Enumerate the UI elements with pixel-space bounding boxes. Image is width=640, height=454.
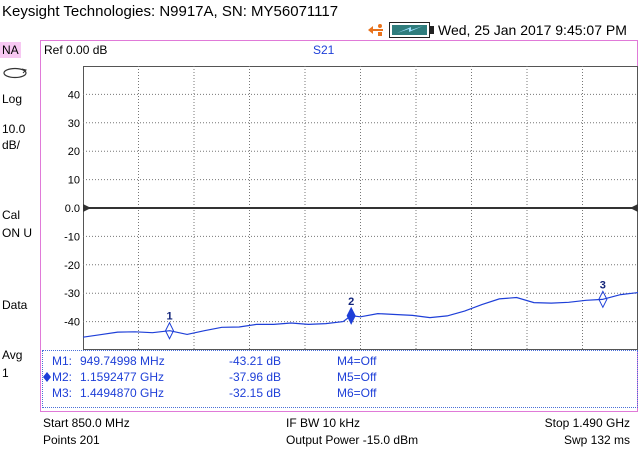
start-frequency[interactable]: Start 850.0 MHz: [43, 416, 130, 430]
sweep-time[interactable]: Swp 132 ms: [563, 433, 630, 447]
marker-3-symbol: [598, 290, 608, 309]
marker-4-status[interactable]: M4=Off: [337, 354, 377, 368]
cal-status[interactable]: ON U: [2, 226, 32, 240]
avg-value[interactable]: 1: [2, 366, 9, 380]
reference-arrow-right-icon: [630, 204, 638, 212]
avg-label: Avg: [2, 348, 23, 362]
scale-value[interactable]: 10.0: [2, 122, 26, 136]
marker-1-name[interactable]: M1:: [52, 354, 73, 368]
if-bandwidth[interactable]: IF BW 10 kHz: [286, 416, 361, 430]
stop-frequency[interactable]: Stop 1.490 GHz: [544, 416, 630, 430]
instrument-title: Keysight Technologies: N9917A, SN: MY560…: [2, 3, 339, 20]
sweep-info-bar: Start 850.0 MHz Points 201 IF BW 10 kHz …: [40, 412, 638, 454]
points-count[interactable]: Points 201: [43, 433, 100, 447]
active-marker-icon: [43, 372, 51, 382]
y-tick-label: -40: [64, 317, 80, 329]
marker-1-label: 1: [166, 311, 172, 323]
output-power[interactable]: Output Power -15.0 dBm: [286, 433, 419, 447]
title-bar: Keysight Technologies: N9917A, SN: MY560…: [0, 0, 640, 40]
trace-plot[interactable]: 40 30 20 10 0.0 -10 -20 -30 -40 1 2 3: [42, 66, 638, 350]
scale-unit: dB/: [2, 138, 21, 152]
usb-icon: [368, 24, 383, 36]
battery-icon: [389, 22, 434, 38]
marker-2-frequency: 1.1592477 GHz: [80, 370, 165, 384]
marker-3-frequency: 1.4494870 GHz: [80, 386, 165, 400]
y-tick-label: 10: [68, 175, 80, 187]
marker-table: M1: 949.74998 MHz -43.21 dB M4=Off M2: 1…: [42, 350, 638, 408]
marker-3-name[interactable]: M3:: [52, 386, 73, 400]
cal-label: Cal: [2, 208, 21, 222]
y-tick-label: -20: [64, 260, 80, 272]
marker-5-status[interactable]: M5=Off: [337, 370, 377, 384]
marker-2-symbol: [346, 306, 356, 325]
y-tick-label: -10: [64, 231, 80, 243]
marker-2-value: -37.96 dB: [229, 370, 282, 384]
sweep-icon: [3, 67, 27, 79]
y-tick-label: 30: [68, 118, 80, 130]
marker-1-frequency: 949.74998 MHz: [80, 354, 165, 368]
format-label[interactable]: Log: [2, 92, 23, 106]
marker-3-label: 3: [600, 279, 606, 291]
mode-indicator[interactable]: NA: [0, 42, 21, 58]
marker-2-label: 2: [348, 296, 354, 308]
marker-1-value: -43.21 dB: [229, 354, 282, 368]
date-time: Wed, 25 Jan 2017 9:45:07 PM: [438, 22, 627, 38]
marker-2-name[interactable]: M2:: [52, 370, 73, 384]
y-tick-label: 40: [68, 89, 80, 101]
marker-3-value: -32.15 dB: [229, 386, 282, 400]
reference-level[interactable]: Ref 0.00 dB: [44, 43, 108, 57]
trace-line: [82, 292, 638, 338]
reference-arrow-left-icon: [83, 204, 91, 212]
y-tick-label: 20: [68, 146, 80, 158]
left-status-panel: NA Log 10.0 dB/ Cal ON U Data Avg 1: [0, 40, 40, 454]
marker-6-status[interactable]: M6=Off: [337, 386, 377, 400]
trace-label[interactable]: Data: [2, 298, 28, 312]
y-tick-label: 0.0: [65, 203, 80, 215]
y-tick-label: -30: [64, 288, 80, 300]
marker-1-symbol: [164, 321, 175, 340]
trace-name: S21: [313, 43, 335, 57]
